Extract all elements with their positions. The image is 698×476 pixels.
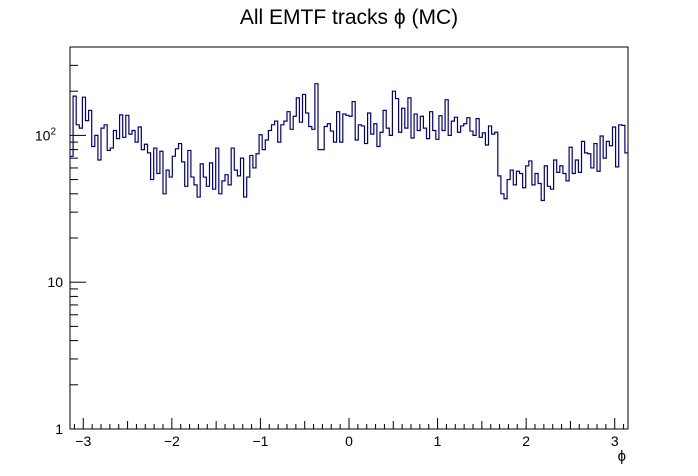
x-axis: −3 −2 −1 0 1 2 3 [73,418,625,449]
x-tick-label: −3 [75,433,91,449]
y-tick-label: 1 [55,421,63,437]
y-tick-label: 102 [35,126,57,143]
plot-frame [69,46,629,430]
x-tick-label: 1 [434,433,442,449]
y-tick-label: 10 [47,274,63,290]
x-tick-label: 2 [522,433,530,449]
chart-title: All EMTF tracks ϕ (MC) [240,6,458,29]
x-tick-label: 3 [611,433,619,449]
y-axis: 1 10 102 [35,46,86,437]
x-tick-label: 0 [345,433,353,449]
histogram-series [70,83,628,202]
x-tick-label: −1 [252,433,268,449]
x-axis-label: ϕ [618,448,626,465]
x-tick-label: −2 [164,433,180,449]
